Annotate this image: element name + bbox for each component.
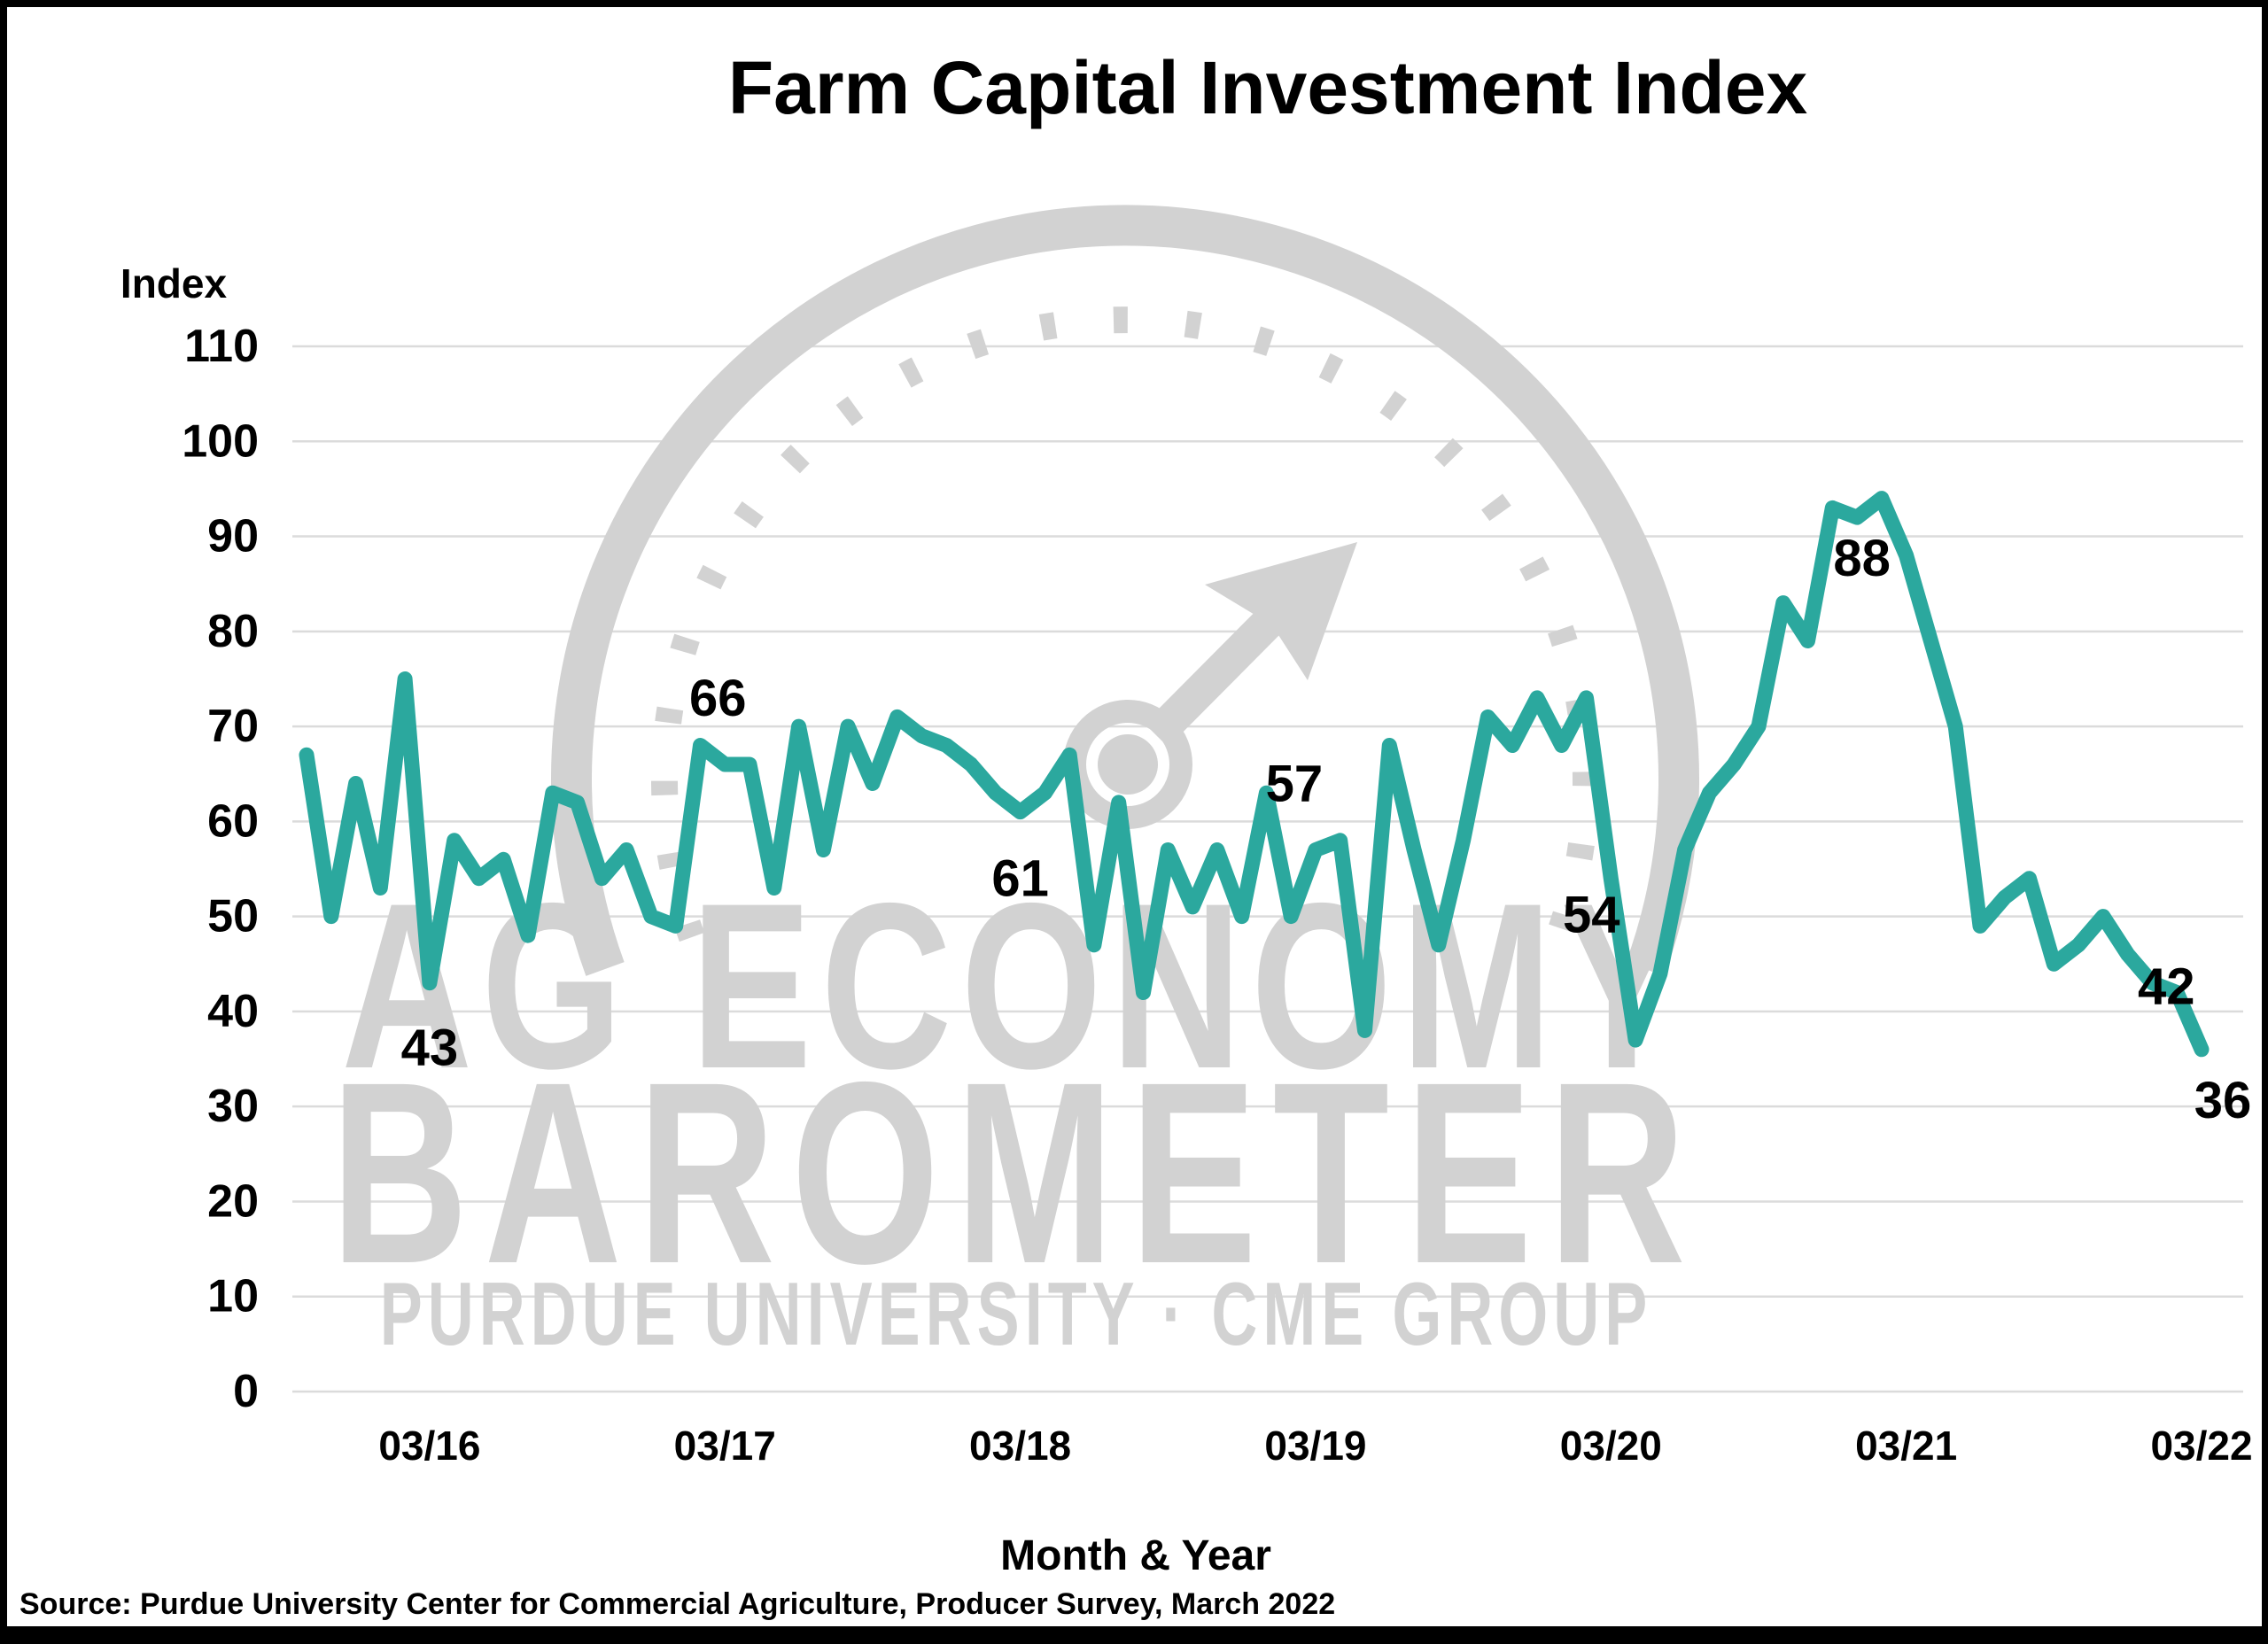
x-tick-label: 03/22 [2150,1423,2252,1469]
y-tick-label: 110 [184,321,259,372]
x-axis-tick-labels: 03/16 03/17 03/18 03/19 03/20 03/21 03/22 [378,1423,2252,1469]
chart-title: Farm Capital Investment Index [728,46,1808,129]
x-tick-label: 03/18 [969,1423,1071,1469]
investment-index-line-series [299,491,2210,1058]
data-point-label: 43 [401,1020,459,1077]
y-tick-label: 50 [207,891,259,942]
gauge-needle-arrowhead-icon [1205,542,1357,680]
x-axis-title: Month & Year [1000,1532,1271,1579]
watermark-line-barometer: BAROMETER [330,1029,1702,1318]
y-tick-label: 10 [207,1271,259,1322]
gridlines-group [292,345,2243,1393]
y-axis-title: Index [120,260,228,306]
data-point-label: 57 [1266,756,1324,813]
data-point-label: 66 [689,670,747,727]
y-tick-label: 70 [207,701,259,752]
y-tick-label: 80 [207,606,259,657]
data-point-label: 36 [2194,1072,2252,1129]
y-tick-label: 0 [233,1366,259,1417]
data-point-annotations: 43 66 61 57 54 88 42 36 [401,530,2252,1129]
gauge-hub-icon [1098,734,1158,795]
x-tick-label: 03/20 [1560,1423,1662,1469]
y-tick-label: 40 [207,986,259,1037]
y-tick-label: 60 [207,795,259,847]
y-tick-label: 20 [207,1175,259,1227]
data-point-label: 61 [991,850,1049,908]
x-tick-label: 03/16 [378,1423,480,1469]
data-point-label: 42 [2138,958,2195,1016]
watermark-line-ag-economy: AG ECONOMY [341,855,1691,1118]
data-point-label: 88 [1833,530,1891,587]
gauge-needle-shaft-icon [1144,595,1295,748]
y-tick-label: 100 [182,415,259,467]
x-tick-label: 03/17 [674,1423,776,1469]
data-point-label: 54 [1563,887,1620,944]
gauge-arc-icon [551,205,1699,976]
x-tick-label: 03/19 [1264,1423,1366,1469]
watermark-line-purdue-cme: PURDUE UNIVERSITY · CME GROUP [380,1264,1653,1364]
y-tick-label: 30 [207,1081,259,1132]
x-tick-label: 03/21 [1855,1423,1957,1469]
gauge-tick-marks-icon [651,306,1599,942]
y-tick-label: 90 [207,511,259,562]
source-note: Source: Purdue University Center for Com… [19,1587,1335,1621]
